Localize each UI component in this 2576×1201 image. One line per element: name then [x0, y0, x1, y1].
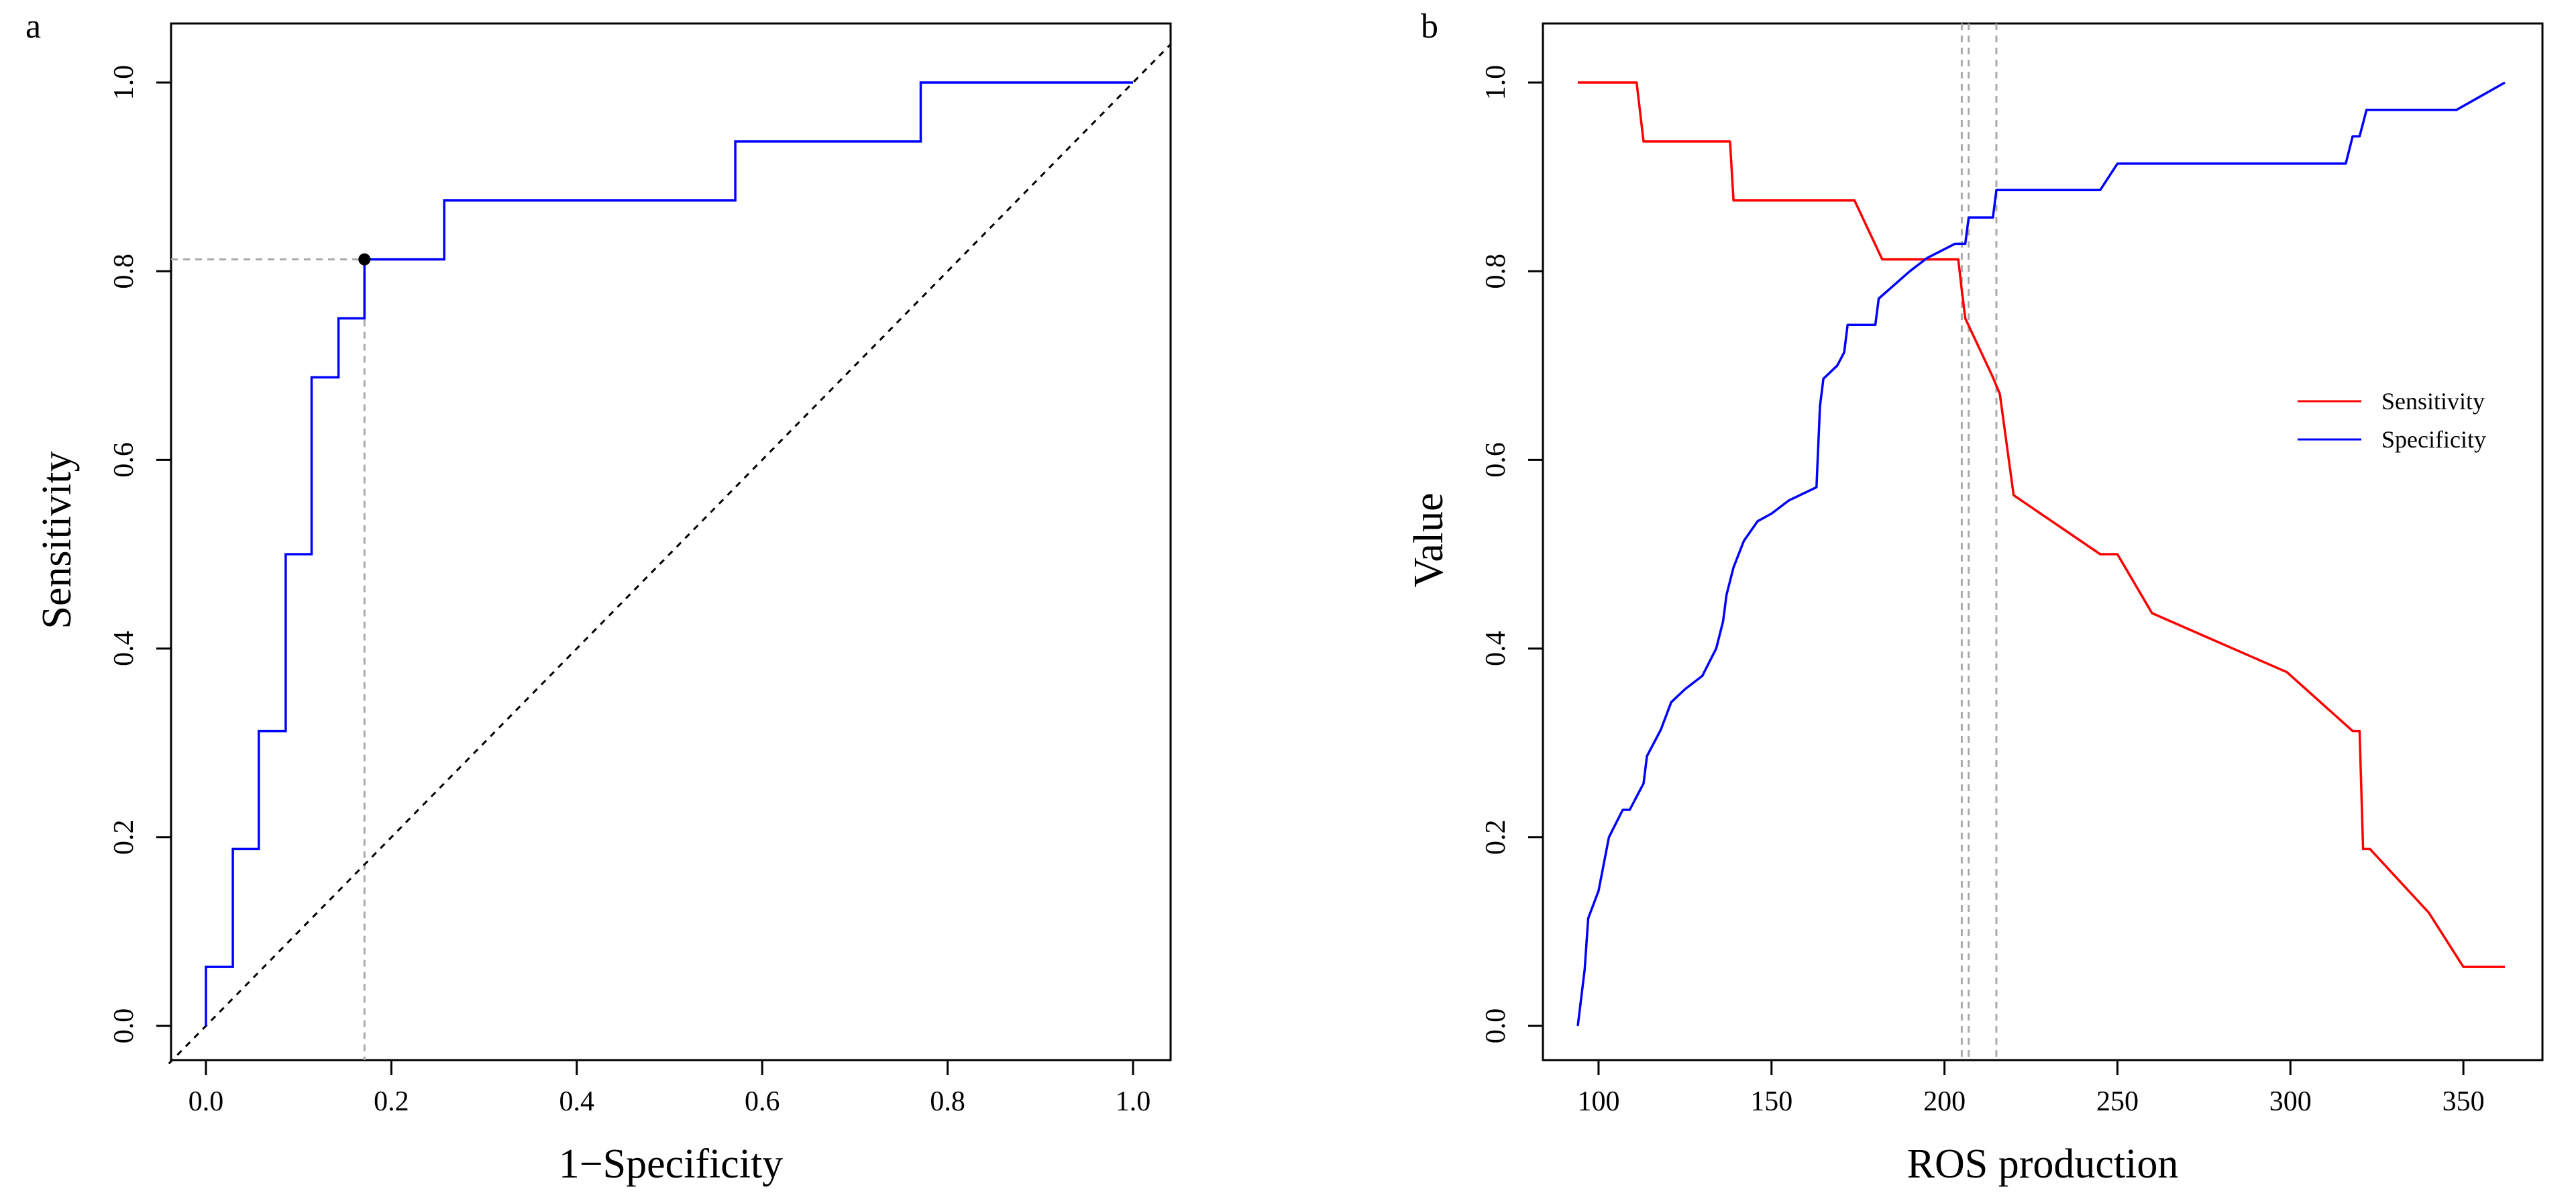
x-tick-label: 0.2 — [374, 1086, 409, 1117]
y-axis-title: Sensitivity — [34, 451, 80, 629]
plot-frame — [170, 22, 1172, 1061]
y-tick-label: 0.6 — [109, 442, 140, 478]
y-tick-label: 0.8 — [1481, 254, 1511, 289]
legend-label-sensitivity: Sensitivity — [2381, 388, 2485, 415]
y-tick-label: 0.0 — [109, 1008, 140, 1044]
plot-area — [168, 44, 1171, 1065]
x-tick-label: 300 — [2269, 1086, 2312, 1117]
x-tick-label: 0.0 — [189, 1086, 224, 1117]
x-tick-label: 100 — [1577, 1086, 1619, 1117]
y-tick-label: 0.2 — [1481, 820, 1511, 855]
series-line-sensitivity — [1578, 81, 2505, 968]
legend: Sensitivity Specificity — [2298, 388, 2486, 453]
x-tick-label: 350 — [2443, 1086, 2485, 1117]
x-tick-label: 200 — [1923, 1086, 1966, 1117]
x-axis-title: 1−Specificity — [559, 1141, 784, 1187]
y-tick-label: 0.8 — [109, 254, 140, 289]
y-tick-label: 0.2 — [109, 820, 140, 855]
y-tick-label: 1.0 — [1481, 65, 1511, 101]
plot-frame — [1542, 22, 2544, 1061]
plot-area — [1576, 23, 2506, 1060]
y-axis-title: Value — [1406, 492, 1452, 587]
legend-label-specificity: Specificity — [2381, 426, 2486, 453]
reference-diagonal — [168, 44, 1171, 1065]
x-tick-label: 150 — [1750, 1086, 1792, 1117]
series-line-specificity — [1576, 81, 2506, 1027]
y-tick-label: 0.4 — [1481, 631, 1511, 666]
optimal-cutoff-point — [358, 253, 371, 266]
x-tick-label: 1.0 — [1116, 1086, 1151, 1117]
x-tick-label: 0.6 — [745, 1086, 780, 1117]
y-tick-label: 0.6 — [1481, 442, 1511, 478]
x-tick-label: 0.8 — [930, 1086, 965, 1117]
y-tick-label: 0.0 — [1481, 1008, 1511, 1044]
x-tick-label: 0.4 — [559, 1086, 595, 1117]
cutoff-panel: b 100 150 200 250 300 350 0.0 0.2 0.4 0.6 0.8 1.0 R… — [1406, 7, 2544, 1187]
axis-ticks: 100 150 200 250 300 350 0.0 0.2 0.4 0.6 0.8 1.0 — [1481, 65, 2485, 1117]
y-tick-label: 0.4 — [109, 631, 140, 666]
roc-curve-line — [205, 81, 1133, 1026]
roc-panel: a 0.0 0.2 0.4 0.6 0.8 1.0 0.0 0.2 0.4 0.6 0.8 1.0 1… — [25, 7, 1172, 1187]
y-tick-label: 1.0 — [109, 65, 140, 101]
panel-letter-a: a — [25, 7, 41, 46]
axis-ticks: 0.0 0.2 0.4 0.6 0.8 1.0 0.0 0.2 0.4 0.6 0.8 1.0 — [109, 65, 1150, 1117]
panel-letter-b: b — [1421, 7, 1438, 46]
x-axis-title: ROS production — [1907, 1141, 2179, 1187]
x-tick-label: 250 — [2096, 1086, 2139, 1117]
